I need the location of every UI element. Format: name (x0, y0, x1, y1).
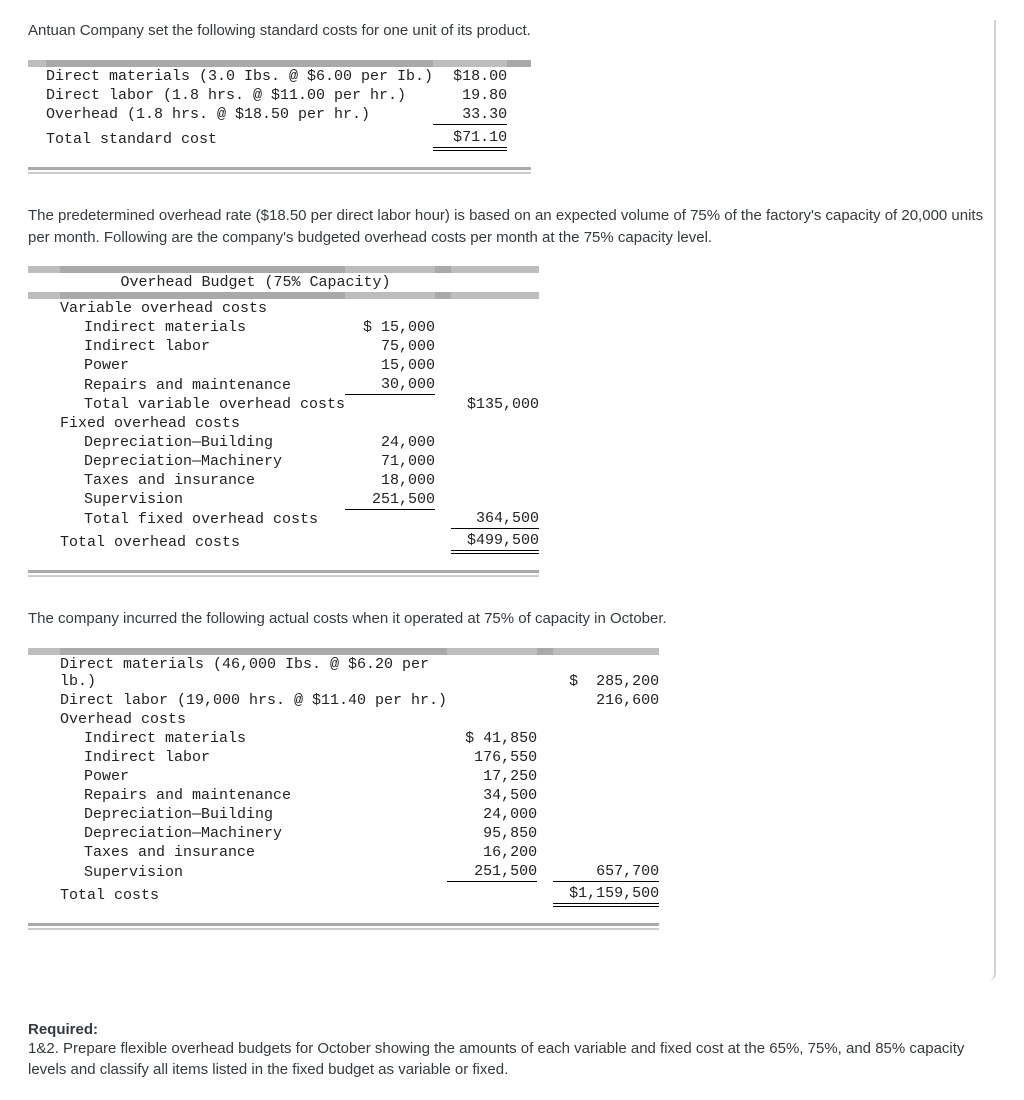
table-row: Supervision251,500 (28, 490, 539, 510)
table-row: Indirect materials$ 15,000 (28, 318, 539, 337)
actual-costs-table: Direct materials (46,000 Ibs. @ $6.20 pe… (28, 648, 659, 941)
required-text: 1&2. Prepare flexible overhead budgets f… (28, 1038, 996, 1080)
table-row: Indirect materials$ 41,850 (28, 729, 659, 748)
required-heading: Required: (28, 1021, 996, 1038)
table-row: Total fixed overhead costs364,500 (28, 509, 539, 529)
table-row: Depreciation—Building24,000 (28, 433, 539, 452)
table-row: Depreciation—Building24,000 (28, 805, 659, 824)
table-row: Power15,000 (28, 356, 539, 375)
narrative-2: The company incurred the following actua… (28, 608, 986, 630)
oh-title: Overhead Budget (75% Capacity) (60, 273, 451, 292)
table-row: Repairs and maintenance30,000 (28, 375, 539, 395)
table-row: Total variable overhead costs$135,000 (28, 395, 539, 414)
narrative-1: The predetermined overhead rate ($18.50 … (28, 205, 986, 249)
table-row: Taxes and insurance18,000 (28, 471, 539, 490)
table-row: Overhead costs (28, 710, 659, 729)
table-row: Depreciation—Machinery95,850 (28, 824, 659, 843)
standard-cost-table: Direct materials (3.0 Ibs. @ $6.00 per I… (28, 60, 531, 185)
table-row: Total standard cost$71.10 (28, 124, 531, 149)
table-row: Depreciation—Machinery71,000 (28, 452, 539, 471)
table-row: Indirect labor75,000 (28, 337, 539, 356)
table-row: Repairs and maintenance34,500 (28, 786, 659, 805)
table-row: Direct materials (3.0 Ibs. @ $6.00 per I… (28, 67, 531, 86)
table-row: Taxes and insurance16,200 (28, 843, 659, 862)
table-row: Total costs$1,159,500 (28, 882, 659, 906)
table-row: Direct labor (19,000 hrs. @ $11.40 per h… (28, 691, 659, 710)
table-row: Indirect labor176,550 (28, 748, 659, 767)
table-row: Overhead (1.8 hrs. @ $18.50 per hr.)33.3… (28, 105, 531, 125)
table-row: Direct labor (1.8 hrs. @ $11.00 per hr.)… (28, 86, 531, 105)
table-row: Total overhead costs$499,500 (28, 529, 539, 553)
table-row: Supervision251,500657,700 (28, 862, 659, 882)
table-row: Direct materials (46,000 Ibs. @ $6.20 pe… (28, 655, 659, 691)
table-row: Power17,250 (28, 767, 659, 786)
overhead-budget-table: Overhead Budget (75% Capacity) Variable … (28, 266, 539, 588)
intro-text: Antuan Company set the following standar… (28, 20, 986, 42)
